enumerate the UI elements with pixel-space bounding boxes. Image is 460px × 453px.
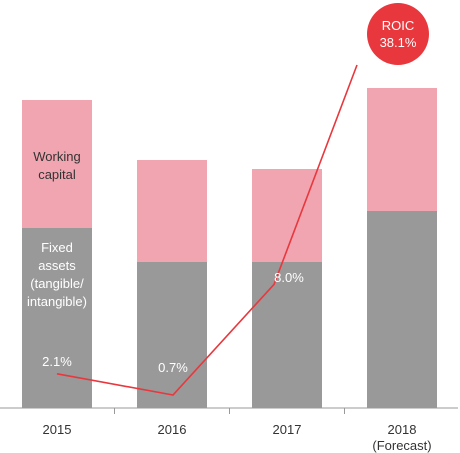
bar-2017-series-1 bbox=[252, 169, 322, 262]
working-capital-label: Working bbox=[33, 149, 80, 164]
roic-badge-circle bbox=[367, 3, 429, 65]
roic-badge-title: ROIC bbox=[382, 18, 415, 33]
fixed-assets-label: assets bbox=[38, 258, 76, 273]
x-tick-label: 2015 bbox=[43, 422, 72, 437]
roic-value-label: 8.0% bbox=[274, 270, 304, 285]
segment-labels: Working capital Fixed assets (tangible/intan… bbox=[27, 149, 87, 309]
x-tick-label: 2017 bbox=[273, 422, 302, 437]
x-tick-label: 2018 bbox=[388, 422, 417, 437]
roic-value-label: 2.1% bbox=[42, 354, 72, 369]
x-tick-sublabel: (Forecast) bbox=[372, 438, 431, 453]
bar-2015-series-1 bbox=[22, 100, 92, 228]
working-capital-label: capital bbox=[38, 167, 76, 182]
x-tick-marks bbox=[114, 408, 345, 414]
roic-badge: ROIC 38.1% bbox=[367, 3, 429, 65]
bar-2016-series-1 bbox=[137, 160, 207, 262]
roic-line-layer: 2.1% 0.7% 8.0% bbox=[42, 64, 358, 396]
fixed-assets-label: intangible) bbox=[27, 294, 87, 309]
roic-line bbox=[56, 64, 358, 396]
x-tick-label: 2016 bbox=[158, 422, 187, 437]
bar-2018-series-1 bbox=[367, 88, 437, 211]
fixed-assets-label: Fixed bbox=[41, 240, 73, 255]
bar-2015-series-0 bbox=[22, 228, 92, 408]
x-tick-labels: 2015 2016 2017 2018(Forecast) bbox=[43, 422, 432, 453]
bar-2018-series-0 bbox=[367, 211, 437, 408]
roic-badge-value: 38.1% bbox=[380, 35, 417, 50]
bars-layer bbox=[22, 88, 437, 408]
roic-value-label: 0.7% bbox=[158, 360, 188, 375]
bar-2016-series-0 bbox=[137, 262, 207, 408]
bar-2017-series-0 bbox=[252, 262, 322, 408]
fixed-assets-label: (tangible/ bbox=[30, 276, 84, 291]
